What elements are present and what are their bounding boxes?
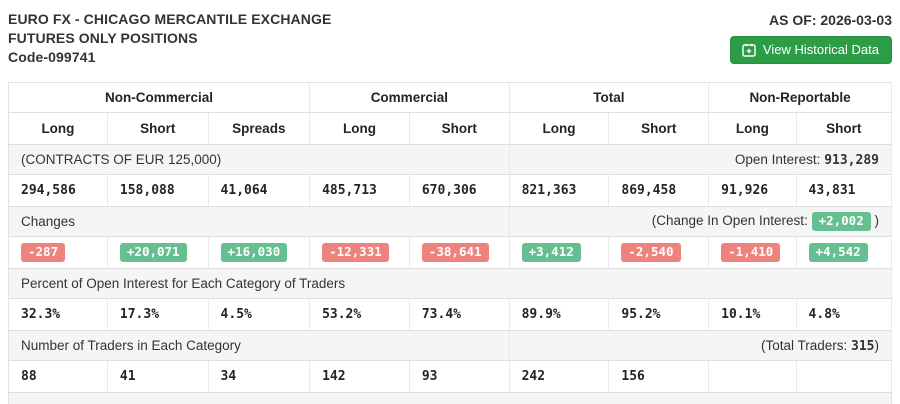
percent-value: 73.4% [410, 299, 510, 331]
position-value: 43,831 [797, 175, 892, 207]
column-header-row: Long Short Spreads Long Short Long Short… [9, 113, 892, 145]
percent-value: 10.1% [709, 299, 796, 331]
change-badge: +16,030 [221, 243, 288, 262]
percent-value: 95.2% [609, 299, 709, 331]
percent-label: Percent of Open Interest for Each Catego… [9, 269, 892, 299]
group-header-non-commercial: Non-Commercial [9, 83, 310, 113]
change-cell: -38,641 [410, 237, 510, 269]
change-badge: -12,331 [322, 243, 389, 262]
position-value: 821,363 [510, 175, 610, 207]
group-header-non-reportable: Non-Reportable [709, 83, 892, 113]
traders-value: 156 [609, 361, 709, 393]
change-cell: -12,331 [310, 237, 410, 269]
percents-row: 32.3% 17.3% 4.5% 53.2% 73.4% 89.9% 95.2%… [9, 299, 892, 331]
traders-value: 93 [410, 361, 510, 393]
report-title-positions: FUTURES ONLY POSITIONS [8, 29, 331, 48]
positions-row: 294,586 158,088 41,064 485,713 670,306 8… [9, 175, 892, 207]
traders-label: Number of Traders in Each Category [9, 331, 510, 361]
open-interest-value: 913,289 [824, 153, 879, 168]
col-header: Long [9, 113, 108, 145]
change-cell: +16,030 [209, 237, 311, 269]
traders-row: 88 41 34 142 93 242 156 [9, 361, 892, 393]
col-header: Short [609, 113, 709, 145]
view-historical-data-button[interactable]: View Historical Data [730, 36, 892, 64]
change-cell: -2,540 [609, 237, 709, 269]
next-section-cutoff-strip [8, 393, 892, 404]
change-badge: -2,540 [621, 243, 680, 262]
change-cell: +20,071 [108, 237, 209, 269]
percent-value: 4.5% [209, 299, 311, 331]
change-cell: -1,410 [709, 237, 796, 269]
percent-value: 32.3% [9, 299, 108, 331]
group-header-commercial: Commercial [310, 83, 510, 113]
change-open-interest-cell: (Change In Open Interest: +2,002 ) [510, 207, 892, 237]
change-cell: -287 [9, 237, 108, 269]
group-header-total: Total [510, 83, 710, 113]
change-badge: -38,641 [422, 243, 489, 262]
position-value: 869,458 [609, 175, 709, 207]
col-header: Short [108, 113, 209, 145]
percent-value: 89.9% [510, 299, 610, 331]
report-code: Code-099741 [8, 48, 331, 67]
view-historical-data-label: View Historical Data [763, 42, 879, 57]
column-group-header-row: Non-Commercial Commercial Total Non-Repo… [9, 83, 892, 113]
change-badge: -287 [21, 243, 65, 262]
traders-section-row: Number of Traders in Each Category (Tota… [9, 331, 892, 361]
changes-label: Changes [9, 207, 510, 237]
change-cell: +3,412 [510, 237, 610, 269]
report-header-right: AS OF: 2026-03-03 View Historical Data [730, 10, 892, 64]
position-value: 158,088 [108, 175, 209, 207]
traders-value: 34 [209, 361, 311, 393]
percent-value: 4.8% [797, 299, 892, 331]
position-value: 294,586 [9, 175, 108, 207]
change-badge: +3,412 [522, 243, 581, 262]
cot-table: Non-Commercial Commercial Total Non-Repo… [8, 82, 892, 393]
cot-report-page: EURO FX - CHICAGO MERCANTILE EXCHANGE FU… [0, 0, 900, 404]
percent-section-row: Percent of Open Interest for Each Catego… [9, 269, 892, 299]
traders-value [797, 361, 892, 393]
report-titles: EURO FX - CHICAGO MERCANTILE EXCHANGE FU… [8, 10, 331, 67]
calendar-plus-icon [742, 43, 756, 57]
change-cell: +4,542 [797, 237, 892, 269]
col-header: Long [510, 113, 610, 145]
percent-value: 53.2% [310, 299, 410, 331]
open-interest-label: Open Interest: [735, 152, 821, 167]
position-value: 670,306 [410, 175, 510, 207]
change-badge: +4,542 [809, 243, 868, 262]
change-oi-prefix: (Change In Open Interest: [652, 213, 808, 228]
changes-section-row: Changes (Change In Open Interest: +2,002… [9, 207, 892, 237]
report-title-exchange: EURO FX - CHICAGO MERCANTILE EXCHANGE [8, 10, 331, 29]
position-value: 91,926 [709, 175, 796, 207]
change-badge: +20,071 [120, 243, 187, 262]
total-traders-cell: (Total Traders: 315) [510, 331, 892, 361]
changes-row: -287 +20,071 +16,030 -12,331 -38,641 +3,… [9, 237, 892, 269]
percent-value: 17.3% [108, 299, 209, 331]
traders-value: 242 [510, 361, 610, 393]
col-header: Long [709, 113, 796, 145]
col-header: Spreads [209, 113, 311, 145]
contracts-section-row: (CONTRACTS OF EUR 125,000) Open Interest… [9, 145, 892, 175]
report-header: EURO FX - CHICAGO MERCANTILE EXCHANGE FU… [0, 0, 900, 67]
total-traders-prefix: (Total Traders: [761, 338, 847, 353]
cot-table-wrap: Non-Commercial Commercial Total Non-Repo… [8, 82, 892, 393]
traders-value: 142 [310, 361, 410, 393]
traders-value [709, 361, 796, 393]
col-header: Short [410, 113, 510, 145]
col-header: Short [797, 113, 892, 145]
open-interest-cell: Open Interest: 913,289 [510, 145, 892, 175]
contracts-label: (CONTRACTS OF EUR 125,000) [9, 145, 510, 175]
change-oi-badge: +2,002 [812, 212, 871, 231]
col-header: Long [310, 113, 410, 145]
change-badge: -1,410 [721, 243, 780, 262]
traders-value: 88 [9, 361, 108, 393]
as-of-date: AS OF: 2026-03-03 [730, 12, 892, 28]
change-oi-suffix: ) [875, 213, 880, 228]
traders-value: 41 [108, 361, 209, 393]
total-traders-suffix: ) [875, 338, 880, 353]
position-value: 485,713 [310, 175, 410, 207]
total-traders-value: 315 [851, 339, 874, 354]
position-value: 41,064 [209, 175, 311, 207]
